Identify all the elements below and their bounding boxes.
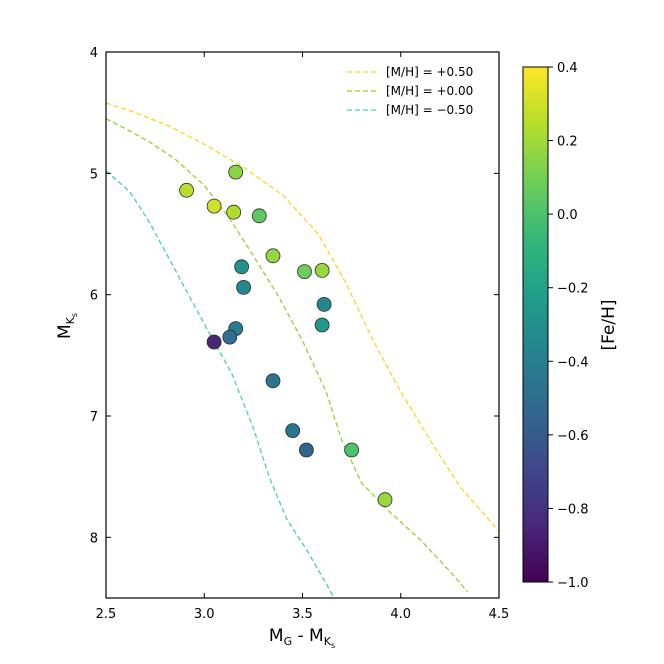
data-point xyxy=(251,208,267,224)
colorbar-tick-label: −1.0 xyxy=(557,576,589,591)
data-point xyxy=(298,442,314,458)
legend-label-0: [M/H] = +0.50 xyxy=(386,65,473,79)
data-point xyxy=(228,164,244,180)
y-tick-label: 8 xyxy=(90,531,98,546)
y-tick-label: 5 xyxy=(90,167,98,182)
legend: [M/H] = +0.50 [M/H] = +0.00 [M/H] = −0.50 xyxy=(347,65,473,117)
x-tick-label: 4.5 xyxy=(489,607,510,622)
colorbar xyxy=(522,66,549,583)
isochrone-line-0 xyxy=(106,102,499,532)
data-point xyxy=(234,259,250,275)
isochrone-line-2 xyxy=(106,170,335,598)
colorbar-tick-label: 0.4 xyxy=(557,61,578,76)
data-point xyxy=(222,329,238,345)
data-point xyxy=(377,492,393,508)
colorbar-tick-label: −0.2 xyxy=(557,282,589,297)
colorbar-tick-label: −0.8 xyxy=(557,502,589,517)
legend-label-2: [M/H] = −0.50 xyxy=(386,103,473,117)
y-tick-label: 4 xyxy=(90,46,98,61)
data-point xyxy=(206,198,222,214)
colorbar-tick-label: 0.0 xyxy=(557,208,578,223)
colorbar-label: [Fe/H] xyxy=(599,299,619,350)
x-tick-label: 2.5 xyxy=(96,607,117,622)
data-point xyxy=(206,334,222,350)
data-point xyxy=(236,279,252,295)
isochrone-line-1 xyxy=(106,118,469,593)
data-point xyxy=(179,182,195,198)
legend-label-1: [M/H] = +0.00 xyxy=(386,84,473,98)
plot-frame xyxy=(105,51,500,599)
x-tick-label: 3.5 xyxy=(292,607,313,622)
colorbar-tick-label: −0.6 xyxy=(557,429,589,444)
data-point xyxy=(265,373,281,389)
x-axis-title: MG - MKs xyxy=(269,626,335,650)
y-tick-label: 7 xyxy=(90,410,98,425)
data-point xyxy=(297,264,312,280)
y-tick-label: 6 xyxy=(90,289,98,304)
data-point xyxy=(344,442,360,458)
x-tick-label: 3.0 xyxy=(194,607,215,622)
data-point xyxy=(265,248,281,264)
colorbar-tick-label: 0.2 xyxy=(557,135,578,150)
data-point xyxy=(285,423,301,439)
x-tick-label: 4.0 xyxy=(390,607,411,622)
colorbar-tick-label: −0.4 xyxy=(557,355,589,370)
data-point xyxy=(314,262,330,278)
data-point xyxy=(226,204,242,220)
data-point xyxy=(314,317,330,333)
y-axis-title: MKs xyxy=(55,313,79,339)
data-point xyxy=(316,296,332,312)
